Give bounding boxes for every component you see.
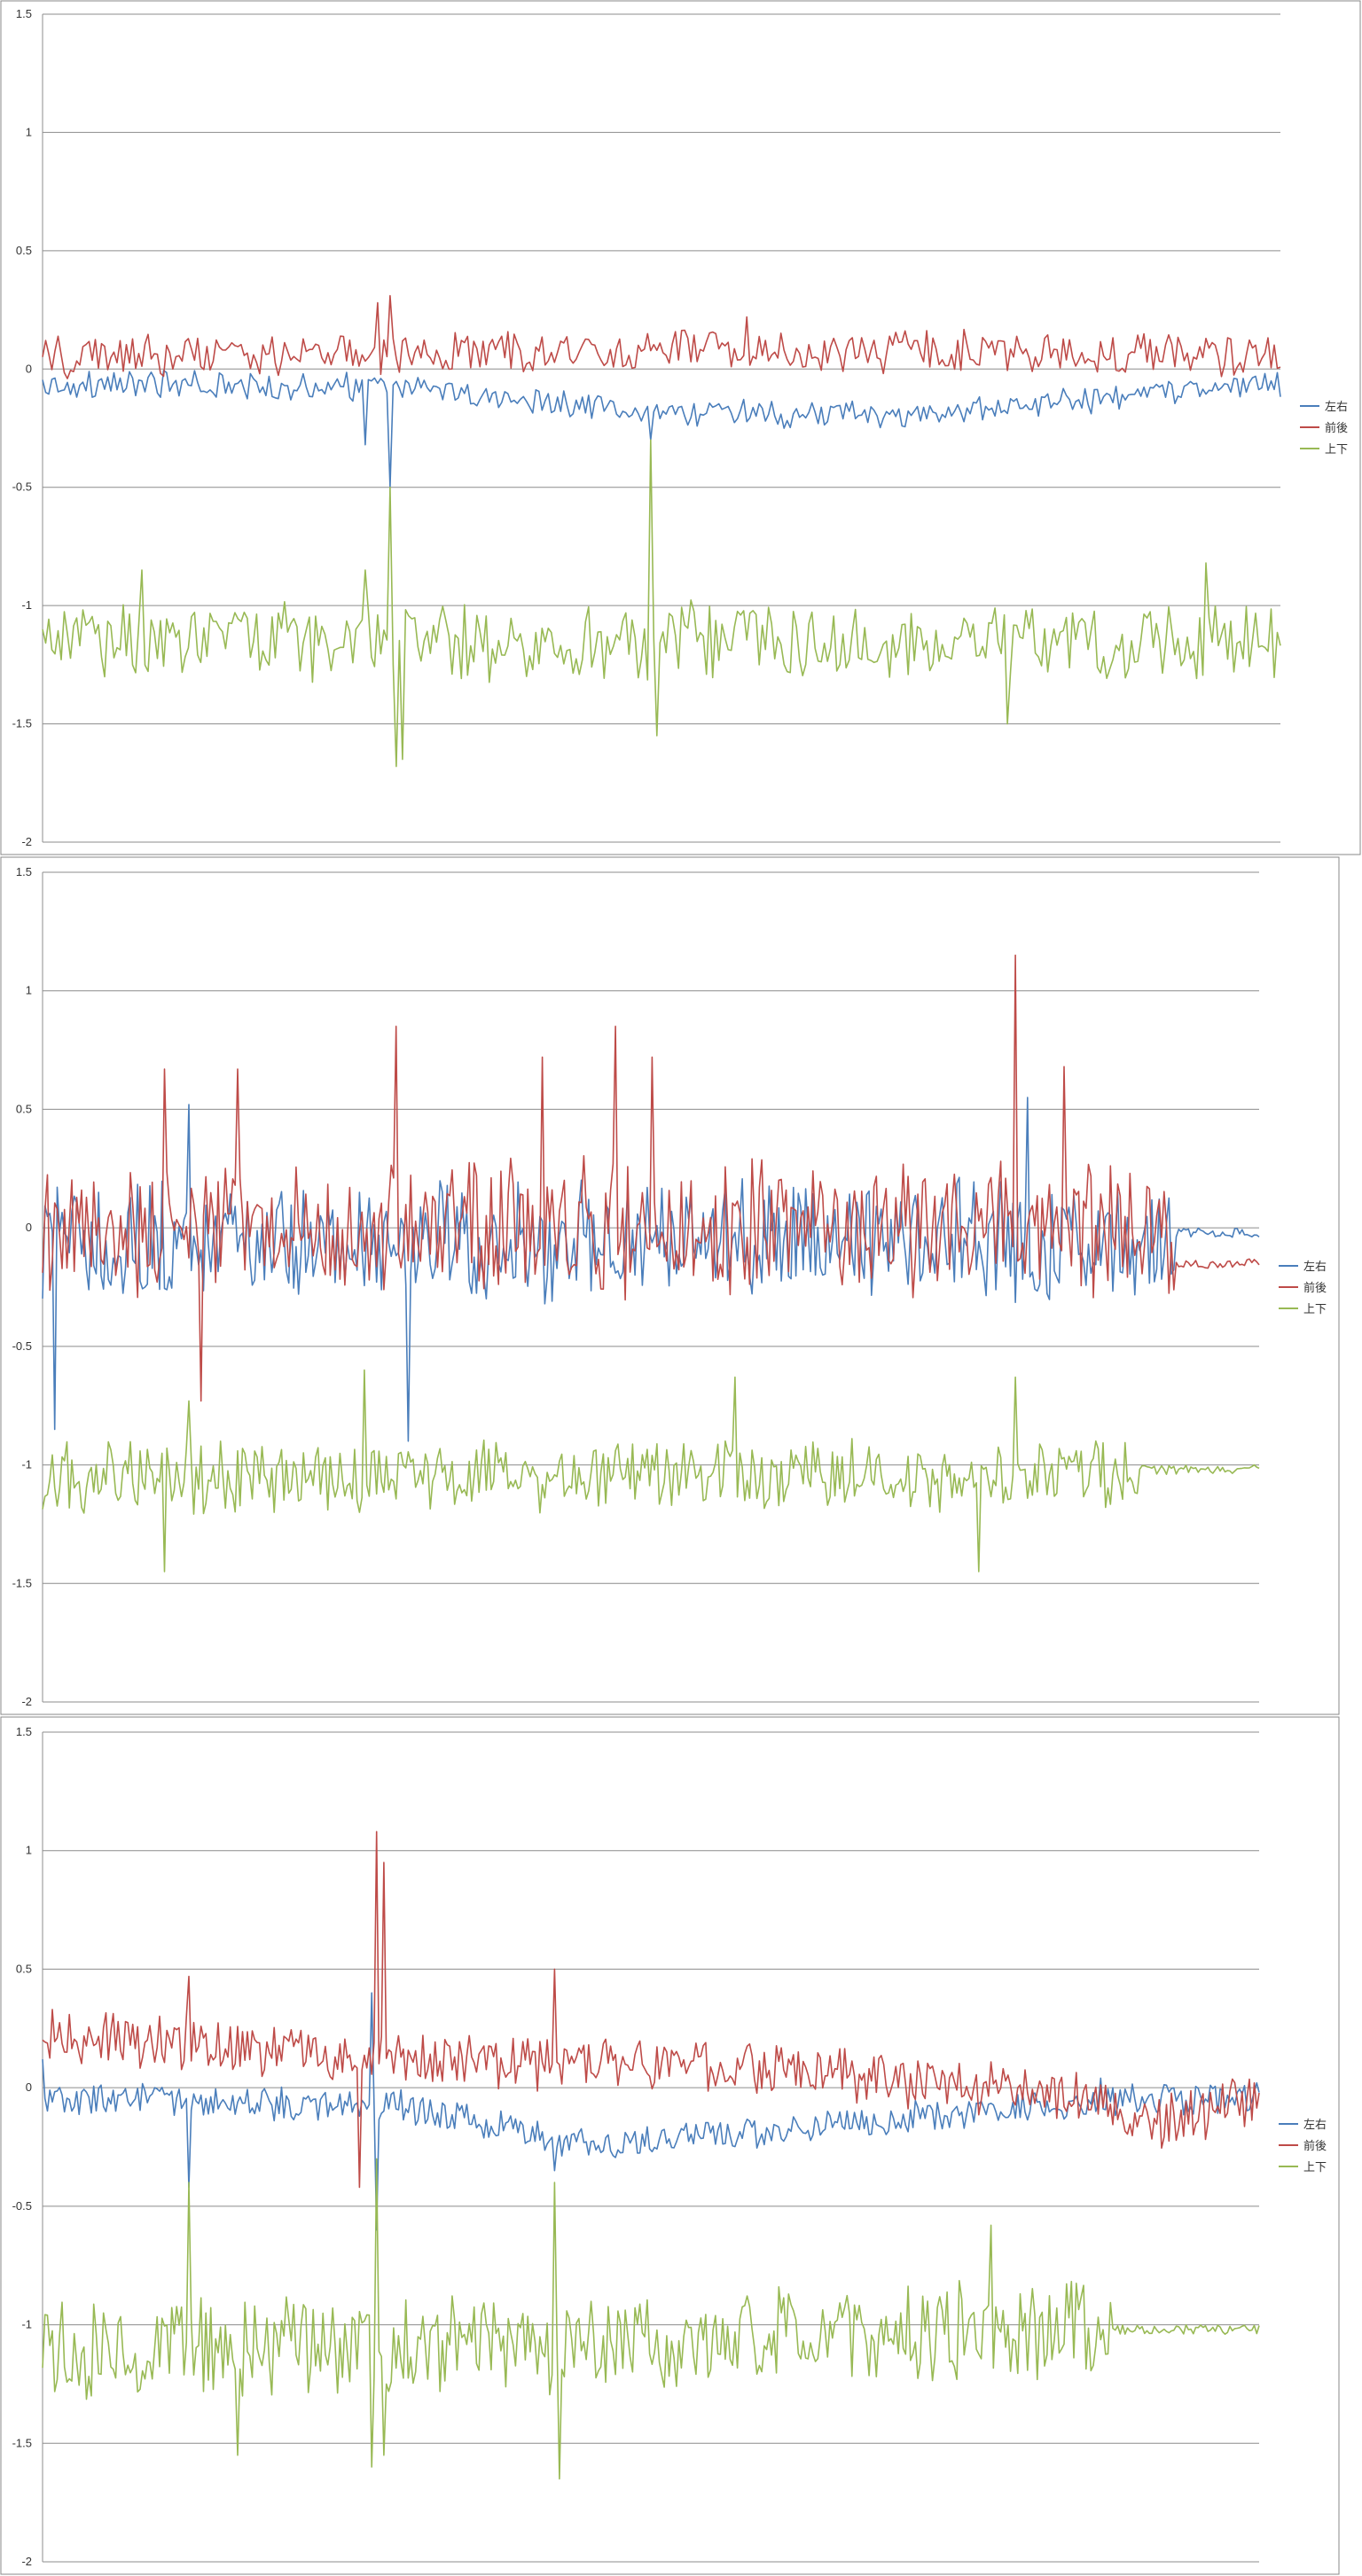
y-tick-label: 0.5 (16, 244, 32, 257)
series-line-1 (42, 370, 1281, 488)
series-line-2 (42, 294, 1281, 379)
y-tick-label: -0.5 (12, 2199, 32, 2213)
legend-label: 前後 (1303, 1281, 1327, 1294)
y-tick-label: -1 (21, 2318, 32, 2331)
y-tick-label: 0 (26, 2080, 32, 2094)
y-tick-label: -1 (21, 598, 32, 612)
y-tick-label: -1.5 (12, 2436, 32, 2449)
chart-frame (0, 0, 1361, 855)
y-tick-label: 1 (26, 1844, 32, 1857)
series-line-3 (42, 2158, 1260, 2480)
chart-panel-1: 1.5 1 0.5 0 -0.5 -1 -1.5 -2 左右前後上下 (0, 0, 1362, 856)
chart-frame (0, 1716, 1340, 2575)
chart-panel-2: 1.5 1 0.5 0 -0.5 -1 -1.5 -2 左右前後上下 (0, 856, 1362, 1716)
y-tick-label: -2 (21, 835, 32, 848)
y-tick-label: 1.5 (16, 865, 32, 878)
legend-label: 左右 (1303, 2118, 1327, 2131)
chart-panel-3: 1.5 1 0.5 0 -0.5 -1 -1.5 -2 左右前後上下 (0, 1716, 1362, 2576)
y-tick-label: 1.5 (16, 1725, 32, 1738)
y-tick-label: 1.5 (16, 7, 32, 20)
y-tick-label: -0.5 (12, 480, 32, 494)
y-tick-label: 0 (26, 1221, 32, 1234)
series-line-3 (42, 1369, 1260, 1573)
legend-label: 前後 (1325, 421, 1348, 434)
y-tick-label: 1 (26, 984, 32, 997)
legend-label: 左右 (1325, 400, 1348, 413)
y-tick-label: -2 (21, 1695, 32, 1708)
legend-label: 前後 (1303, 2139, 1327, 2152)
y-tick-label: 1 (26, 125, 32, 138)
y-tick-label: 0 (26, 362, 32, 375)
y-tick-label: -1 (21, 1458, 32, 1471)
y-tick-label: 0.5 (16, 1962, 32, 1975)
series-line-3 (42, 439, 1281, 768)
legend-label: 左右 (1303, 1260, 1327, 1273)
y-tick-label: -2 (21, 2555, 32, 2568)
series-line-2 (42, 1831, 1260, 2189)
legend-label: 上下 (1303, 2160, 1327, 2174)
y-tick-label: -0.5 (12, 1339, 32, 1353)
y-tick-label: -1.5 (12, 1576, 32, 1589)
chart-frame (0, 856, 1340, 1715)
legend-label: 上下 (1325, 442, 1348, 456)
legend-label: 上下 (1303, 1302, 1327, 1315)
y-tick-label: 0.5 (16, 1102, 32, 1115)
series-line-2 (42, 954, 1260, 1402)
y-tick-label: -1.5 (12, 717, 32, 730)
